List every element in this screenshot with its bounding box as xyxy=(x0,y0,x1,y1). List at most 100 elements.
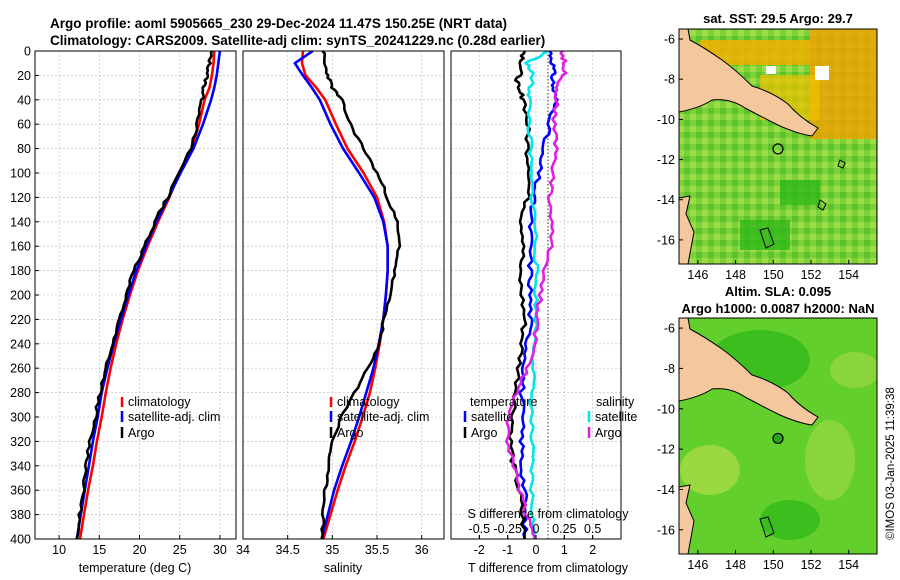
reef-outline xyxy=(759,227,775,249)
x-tick-label: 0 xyxy=(533,543,540,557)
x-tick-label: 25 xyxy=(173,543,187,557)
lon-tick-label: 154 xyxy=(838,268,859,282)
series-s-satellite xyxy=(524,51,550,539)
depth-tick-label: 220 xyxy=(10,313,31,327)
lat-tick-label: -10 xyxy=(657,113,675,127)
x-tick-label: 34.5 xyxy=(275,543,299,557)
depth-tick-label: 200 xyxy=(10,289,31,303)
depth-tick-label: 120 xyxy=(10,191,31,205)
salinity-panel: 34 34.5 35 35.5 36 salinity climatology sate… xyxy=(236,50,445,575)
sst-warm-patch xyxy=(810,29,877,139)
lat-tick-label: -16 xyxy=(657,523,675,537)
legend-title-temperature: temperature xyxy=(470,395,537,409)
legend-argo: Argo xyxy=(128,426,154,440)
depth-tick-label: 80 xyxy=(17,142,31,156)
x-tick-label: 2 xyxy=(589,543,596,557)
x-tick-label: 0.25 xyxy=(552,522,576,536)
lon-tick-label: 154 xyxy=(838,558,859,572)
x-tick-label: 30 xyxy=(213,543,227,557)
lat-tick-label: -6 xyxy=(664,322,675,336)
series-satellite-adj-clim xyxy=(75,51,222,539)
legend-s-argo: Argo xyxy=(595,426,621,440)
legend-t-argo: Argo xyxy=(471,426,497,440)
t-difference-xlabel: T difference from climatology xyxy=(468,561,629,575)
sla-map-title: Altim. SLA: 0.095 xyxy=(725,284,831,299)
temperature-legend: climatology satellite-adj. clim Argo xyxy=(120,395,220,440)
series-argo xyxy=(75,51,213,539)
lon-tick-label: 150 xyxy=(763,268,784,282)
new-guinea-land xyxy=(679,318,819,426)
series-argo xyxy=(320,51,402,539)
lat-tick-label: -10 xyxy=(657,402,675,416)
x-tick-label: 0.5 xyxy=(584,522,601,536)
series-s-argo xyxy=(504,51,568,539)
x-tick-label: 35 xyxy=(325,543,339,557)
lon-tick-label: 152 xyxy=(801,268,822,282)
sla-high-patch xyxy=(830,352,877,388)
x-tick-label: 1 xyxy=(561,543,568,557)
x-tick-label: -1 xyxy=(502,543,513,557)
legend-title-salinity: salinity xyxy=(596,395,635,409)
argo-position-marker xyxy=(772,143,784,155)
salinity-axes-frame xyxy=(242,50,445,540)
depth-tick-label: 400 xyxy=(10,533,31,547)
x-tick-label: 34 xyxy=(236,543,250,557)
sla-map-frame xyxy=(678,317,878,555)
depth-tick-label: 160 xyxy=(10,240,31,254)
depth-tick-label: 300 xyxy=(10,411,31,425)
sst-map-title: sat. SST: 29.5 Argo: 29.7 xyxy=(703,11,853,26)
difference-panel: -2 -1 0 1 2 -0.5 -0.25 0 0.25 0.5 S difference f… xyxy=(450,50,637,575)
lat-tick-label: -16 xyxy=(657,233,675,247)
series-satellite-adj-clim xyxy=(293,51,390,539)
depth-tick-label: 380 xyxy=(10,508,31,522)
s-difference-xlabel: S difference from climatology xyxy=(468,507,630,521)
depth-tick-label: 260 xyxy=(10,362,31,376)
x-tick-label: 10 xyxy=(52,543,66,557)
no-data-patch xyxy=(766,66,776,74)
lat-tick-label: -14 xyxy=(657,193,675,207)
lat-tick-label: -6 xyxy=(664,33,675,47)
australia-land xyxy=(679,484,695,554)
depth-tick-label: 140 xyxy=(10,215,31,229)
depth-tick-label: 20 xyxy=(17,69,31,83)
lat-tick-label: -8 xyxy=(664,362,675,376)
lat-tick-label: -12 xyxy=(657,443,675,457)
lon-tick-label: 152 xyxy=(801,558,822,572)
depth-tick-label: 100 xyxy=(10,167,31,181)
x-tick-label: 20 xyxy=(133,543,147,557)
depth-tick-label: 40 xyxy=(17,93,31,107)
depth-tick-label: 340 xyxy=(10,459,31,473)
sst-cool-patch xyxy=(780,180,820,205)
legend-climatology: climatology xyxy=(337,395,400,409)
depth-tick-label: 240 xyxy=(10,337,31,351)
temperature-xlabel: temperature (deg C) xyxy=(79,561,192,575)
legend-s-satellite: satellite xyxy=(595,410,637,424)
x-tick-label: 0 xyxy=(533,522,540,536)
series-t-argo xyxy=(507,51,532,539)
legend-t-satellite: satellite xyxy=(471,410,513,424)
sla-high-patch xyxy=(805,420,855,500)
title-line2: Climatology: CARS2009. Satellite-adj cli… xyxy=(50,33,545,48)
x-tick-label: 15 xyxy=(92,543,106,557)
temperature-panel: 0 20 40 60 80 100 120 140 160 180 200 220 240 260 280 3… xyxy=(10,45,237,575)
depth-tick-label: 320 xyxy=(10,435,31,449)
lon-tick-label: 146 xyxy=(687,558,708,572)
x-tick-label: -0.25 xyxy=(493,522,522,536)
australia-land xyxy=(679,195,695,264)
argo-position-marker xyxy=(772,432,784,445)
sst-map-panel: sat. SST: 29.5 Argo: 29.7 146 148 150 152 15… xyxy=(657,11,878,282)
difference-legend: temperature satellite Argo salinity sate… xyxy=(463,395,637,440)
x-tick-label: -2 xyxy=(474,543,485,557)
new-guinea-land xyxy=(679,29,819,137)
legend-climatology: climatology xyxy=(128,395,191,409)
sla-map-subtitle: Argo h1000: 0.0087 h2000: NaN xyxy=(682,301,875,316)
reef-outline xyxy=(759,516,775,538)
no-data-patch xyxy=(815,66,829,80)
lat-tick-label: -8 xyxy=(664,73,675,87)
depth-tick-label: 280 xyxy=(10,386,31,400)
title-line1: Argo profile: aoml 5905665_230 29-Dec-20… xyxy=(50,16,507,31)
depth-tick-label: 360 xyxy=(10,484,31,498)
salinity-xlabel: salinity xyxy=(324,561,363,575)
legend-argo: Argo xyxy=(337,426,363,440)
